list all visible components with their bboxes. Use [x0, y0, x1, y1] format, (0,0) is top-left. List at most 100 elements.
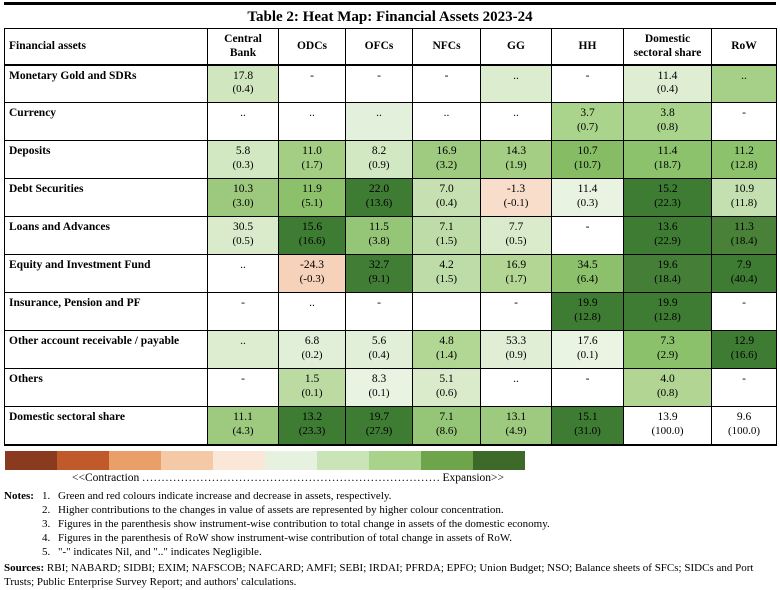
- heatmap-cell: 13.2 (23.3): [278, 406, 346, 445]
- heatmap-cell: 11.3 (18.4): [711, 216, 777, 255]
- cell-contribution: (1.7): [505, 272, 527, 285]
- cell-value: 30.5: [232, 221, 254, 233]
- legend-contraction-label: <<Contraction: [72, 471, 140, 484]
- cell-contribution: (100.0): [727, 424, 761, 437]
- cell-contribution: (22.3): [654, 196, 681, 209]
- cell-value: 16.9: [436, 145, 457, 157]
- header-row: Financial assets Central Bank ODCs OFCs NFCs…: [4, 28, 777, 65]
- cell-value: -: [241, 297, 245, 309]
- heatmap-cell: 4.8 (1.4): [412, 330, 481, 369]
- legend-axis-labels: <<Contraction ..........................…: [72, 472, 504, 485]
- cell-contribution: (31.0): [574, 424, 601, 437]
- cell-value: 15.2: [657, 183, 678, 195]
- legend-segment: [109, 450, 161, 470]
- sources: Sources: RBI; NABARD; SIDBI; EXIM; NAFSC…: [4, 561, 776, 590]
- heatmap-cell: 15.1 (31.0): [551, 406, 624, 445]
- cell-contribution: (23.3): [298, 424, 326, 437]
- sources-text: RBI; NABARD; SIDBI; EXIM; NAFSCOB; NAFCA…: [4, 561, 754, 589]
- cell-contribution: (2.9): [656, 348, 679, 361]
- cell-value: 3.8: [660, 107, 675, 119]
- cell-value: 7.9: [736, 259, 752, 271]
- heatmap-cell: 19.6 (18.4): [623, 254, 712, 293]
- cell-contribution: (0.1): [576, 348, 599, 361]
- legend-segment: [213, 450, 265, 470]
- cell-value: -1.3: [506, 183, 526, 195]
- cell-value: ..: [240, 335, 246, 347]
- cell-contribution: (-0.3): [299, 272, 325, 285]
- cell-contribution: (1.5): [435, 272, 458, 285]
- cell-contribution: (0.7): [576, 120, 599, 133]
- heatmap-cell: 14.3 (1.9): [480, 140, 552, 179]
- cell-value: 19.6: [657, 259, 678, 271]
- notes-label: [4, 517, 42, 531]
- cell-value: 9.6: [736, 411, 752, 423]
- row-label: Currency: [4, 102, 208, 141]
- row-label: Loans and Advances: [4, 216, 208, 255]
- heatmap-cell: 11.2 (12.8): [711, 140, 777, 179]
- cell-contribution: (0.1): [368, 386, 390, 399]
- heatmap-cell: 11.4 (18.7): [623, 140, 712, 179]
- row-label: Equity and Investment Fund: [4, 254, 208, 293]
- table-row: Debt Securities 10.3 (3.0) 11.9 (5.1) 22.0 (13…: [4, 178, 777, 217]
- heatmap-cell: 11.1 (4.3): [207, 406, 279, 445]
- heatmap-cell: 7.1 (8.6): [412, 406, 481, 445]
- cell-value: -24.3: [300, 259, 324, 271]
- cell-contribution: (0.3): [232, 158, 254, 171]
- cell-value: 19.9: [657, 297, 678, 309]
- cell-value: 7.0: [439, 183, 454, 195]
- heatmap-cell: 10.7 (10.7): [551, 140, 624, 179]
- cell-value: 5.6: [371, 335, 387, 347]
- cell-contribution: (1.4): [435, 348, 458, 361]
- heatmap-cell: 10.3 (3.0): [207, 178, 279, 217]
- cell-contribution: (0.2): [301, 348, 323, 361]
- cell-value: -: [514, 297, 518, 309]
- cell-contribution: (0.5): [232, 234, 254, 247]
- cell-value: -: [585, 221, 590, 233]
- note-number: 1.: [42, 489, 51, 502]
- cell-value: 14.3: [505, 145, 527, 157]
- cell-contribution: (0.4): [656, 83, 679, 95]
- heatmap-cell: ..: [480, 102, 552, 141]
- cell-value: 4.2: [439, 259, 454, 271]
- row-label: Insurance, Pension and PF: [4, 292, 208, 331]
- cell-value: 53.3: [505, 335, 527, 347]
- cell-value: 17.6: [577, 335, 598, 347]
- cell-value: 11.2: [734, 145, 754, 157]
- cell-value: -: [241, 373, 245, 385]
- heatmap-cell: ..: [207, 254, 279, 293]
- cell-contribution: (12.8): [574, 310, 601, 323]
- heatmap-cell: 53.3 (0.9): [480, 330, 552, 369]
- cell-contribution: (12.8): [730, 158, 758, 171]
- cell-contribution: (3.0): [232, 196, 254, 209]
- cell-value: 12.9: [733, 335, 755, 347]
- row-label: Others: [4, 368, 208, 407]
- heatmap-cell: ..: [711, 64, 777, 103]
- sources-label: Sources:: [4, 561, 45, 574]
- cell-value: 15.1: [577, 411, 598, 423]
- heatmap-cell: 8.3 (0.1): [345, 368, 413, 407]
- cell-value: 6.8: [304, 335, 320, 347]
- heatmap-table: Financial assets Central Bank ODCs OFCs NFCs…: [4, 28, 777, 446]
- heatmap-cell: 17.6 (0.1): [551, 330, 624, 369]
- note-text: Green and red colours indicate increase …: [58, 489, 392, 502]
- heatmap-cell: 30.5 (0.5): [207, 216, 279, 255]
- cell-value: 13.1: [505, 411, 527, 423]
- table-row: Monetary Gold and SDRs 17.8 (0.4) - - -.. -11.…: [4, 64, 777, 103]
- cell-contribution: (0.9): [505, 348, 527, 361]
- heatmap-cell: 11.5 (3.8): [345, 216, 413, 255]
- heatmap-cell: -: [412, 64, 481, 103]
- column-header: HH: [551, 28, 624, 65]
- legend-segment: [57, 450, 109, 470]
- heatmap-cell: 7.3 (2.9): [623, 330, 712, 369]
- cell-contribution: (4.9): [505, 424, 527, 437]
- row-label: Debt Securities: [4, 178, 208, 217]
- row-label: Other account receivable / payable: [4, 330, 208, 369]
- heatmap-cell: ..: [207, 330, 279, 369]
- cell-contribution: (3.8): [368, 234, 390, 247]
- heatmap-cell: ..: [345, 102, 413, 141]
- note-text: Figures in the parenthesis show instrume…: [58, 517, 550, 530]
- heatmap-cell: 5.1 (0.6): [412, 368, 481, 407]
- heatmap-cell: 11.4 (0.3): [551, 178, 624, 217]
- heatmap-cell: 3.7 (0.7): [551, 102, 624, 141]
